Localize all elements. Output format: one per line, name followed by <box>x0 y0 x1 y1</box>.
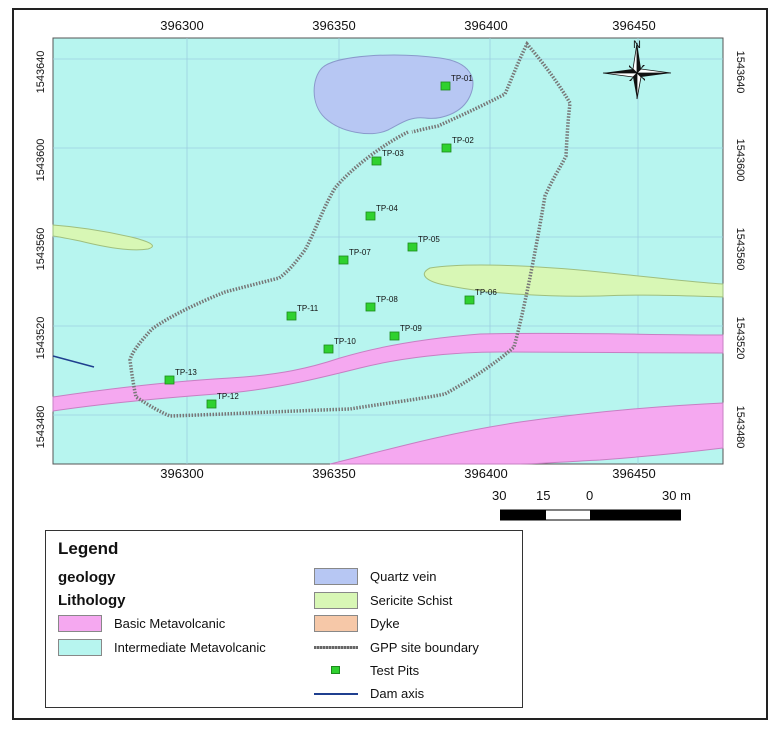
legend-label: Basic Metavolcanic <box>114 616 226 631</box>
legend-item-dyke: Dyke <box>314 615 400 632</box>
test-pits <box>164 81 475 409</box>
test-pit-label: TP-05 <box>418 235 440 244</box>
y-tick-label: 1543600 <box>734 139 746 182</box>
test-pit-icon <box>314 662 358 679</box>
test-pit-label: TP-01 <box>451 74 473 83</box>
legend-subgroup: Lithology <box>58 592 126 609</box>
x-tick-label: 396350 <box>312 466 355 481</box>
dam-axis-line-icon <box>314 685 358 702</box>
scale-label: 0 <box>586 488 594 503</box>
x-tick-labels-bottom: 396300 396350 396400 396450 <box>160 466 655 481</box>
legend-item-intermediate-metavolcanic: Intermediate Metavolcanic <box>58 639 266 656</box>
legend-item-dam-axis: Dam axis <box>314 685 424 702</box>
gpp-site-boundary <box>128 40 572 418</box>
legend-item-basic-metavolcanic: Basic Metavolcanic <box>58 615 225 632</box>
legend-item-quartz-vein: Quartz vein <box>314 568 436 585</box>
test-pit-label: TP-10 <box>334 337 356 346</box>
dam-axis-line <box>52 355 95 368</box>
y-tick-label: 1543640 <box>734 51 746 94</box>
test-pit-label: TP-04 <box>376 204 398 213</box>
test-pit-tp-10[interactable] <box>323 344 334 354</box>
legend-label: Dam axis <box>370 686 425 701</box>
legend-label: Dyke <box>370 616 400 631</box>
test-pit-tp-07[interactable] <box>338 255 349 265</box>
x-tick-label: 396400 <box>464 18 507 33</box>
basic-metavolcanic-band-lower <box>329 402 724 465</box>
x-tick-label: 396450 <box>612 466 655 481</box>
test-pit-tp-05[interactable] <box>407 242 418 252</box>
y-tick-labels-right: 1543640 1543600 1543560 1543520 1543480 <box>734 51 746 449</box>
test-pit-label: TP-13 <box>175 368 197 377</box>
test-pit-label: TP-03 <box>382 149 404 158</box>
sericite-schist-polygon-right <box>423 264 724 298</box>
quartz-vein-swatch <box>314 568 358 585</box>
test-pit-tp-04[interactable] <box>365 211 376 221</box>
scale-bar: 30 15 0 30 m <box>492 488 694 524</box>
x-tick-label: 396300 <box>160 18 203 33</box>
test-pit-label: TP-07 <box>349 248 371 257</box>
y-tick-label: 1543560 <box>35 228 47 271</box>
test-pit-labels: TP-01 TP-02 TP-03 TP-04 TP-05 TP-06 TP-0… <box>175 74 497 401</box>
x-tick-label: 396350 <box>312 18 355 33</box>
test-pit-label: TP-09 <box>400 324 422 333</box>
gpp-boundary-line-icon <box>314 639 358 656</box>
north-label: N <box>633 39 641 51</box>
test-pit-label: TP-02 <box>452 136 474 145</box>
test-pit-label: TP-08 <box>376 295 398 304</box>
test-pit-tp-08[interactable] <box>365 302 376 312</box>
x-tick-label: 396450 <box>612 18 655 33</box>
test-pit-tp-03[interactable] <box>371 156 382 166</box>
x-tick-label: 396300 <box>160 466 203 481</box>
legend-group: geology <box>58 569 116 586</box>
y-tick-label: 1543520 <box>734 317 746 360</box>
legend-item-gpp-site-boundary: GPP site boundary <box>314 639 479 656</box>
test-pit-tp-12[interactable] <box>206 399 217 409</box>
y-tick-label: 1543560 <box>734 228 746 271</box>
basic-metavolcanic-band-upper <box>52 332 724 412</box>
y-tick-label: 1543480 <box>734 406 746 449</box>
legend-label: Sericite Schist <box>370 593 453 608</box>
y-tick-labels-left: 1543640 1543600 1543560 1543520 1543480 <box>35 51 47 449</box>
legend-label: Quartz vein <box>370 569 437 584</box>
y-tick-label: 1543520 <box>35 317 47 360</box>
dyke-swatch <box>314 615 358 632</box>
sericite-schist-polygon-left <box>52 224 153 251</box>
x-tick-labels-top: 396300 396350 396400 396450 <box>160 18 655 33</box>
test-pit-tp-09[interactable] <box>389 331 400 341</box>
test-pit-label: TP-06 <box>475 288 497 297</box>
legend-title: Legend <box>58 539 119 558</box>
legend-label: GPP site boundary <box>370 640 479 655</box>
x-tick-label: 396400 <box>464 466 507 481</box>
y-tick-label: 1543480 <box>35 406 47 449</box>
legend-panel: Legend geology Lithology Basic Metavolca… <box>45 530 523 708</box>
test-pit-tp-01[interactable] <box>440 81 451 91</box>
y-tick-label: 1543640 <box>35 51 47 94</box>
y-tick-label: 1543600 <box>35 139 47 182</box>
north-arrow-icon: N <box>602 39 672 100</box>
scale-label: 30 m <box>662 488 691 503</box>
legend-item-test-pits: Test Pits <box>314 662 419 679</box>
test-pit-label: TP-12 <box>217 392 239 401</box>
test-pit-tp-06[interactable] <box>464 295 475 305</box>
legend-label: Test Pits <box>370 663 420 678</box>
test-pit-tp-11[interactable] <box>286 311 297 321</box>
test-pit-label: TP-11 <box>297 304 319 313</box>
intermediate-metavolcanic-swatch <box>58 639 102 656</box>
basic-metavolcanic-swatch <box>58 615 102 632</box>
scale-label: 15 <box>536 488 551 503</box>
test-pit-tp-02[interactable] <box>441 143 452 153</box>
scale-label: 30 <box>492 488 507 503</box>
legend-item-sericite-schist: Sericite Schist <box>314 592 452 609</box>
test-pit-tp-13[interactable] <box>164 375 175 385</box>
quartz-vein-polygon <box>313 54 474 135</box>
scale-bar-segments <box>500 509 681 521</box>
legend-label: Intermediate Metavolcanic <box>114 640 266 655</box>
sericite-schist-swatch <box>314 592 358 609</box>
